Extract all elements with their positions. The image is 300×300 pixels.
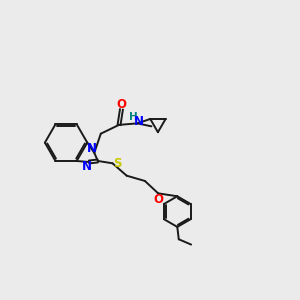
Text: N: N <box>87 142 97 154</box>
Text: S: S <box>114 157 122 170</box>
Text: H: H <box>129 112 138 122</box>
Text: O: O <box>116 98 126 111</box>
Text: O: O <box>153 193 163 206</box>
Text: N: N <box>134 115 143 128</box>
Text: N: N <box>82 160 92 173</box>
